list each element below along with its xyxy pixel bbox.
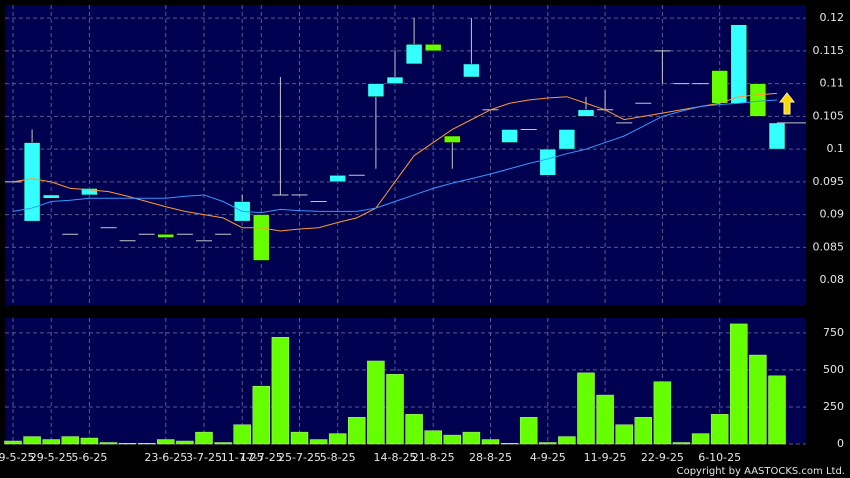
volume-bar — [749, 354, 767, 445]
candle-body — [444, 135, 461, 143]
volume-bar — [462, 431, 481, 445]
volume-bar — [672, 442, 691, 445]
volume-bar — [80, 437, 99, 445]
volume-bar — [653, 381, 672, 445]
candle-body — [711, 70, 728, 104]
y-tick-label: 750 — [823, 326, 844, 339]
volume-bar — [768, 375, 786, 445]
y-tick-label: 0.09 — [820, 208, 845, 221]
volume-bar — [443, 434, 462, 445]
volume-bar — [424, 430, 442, 445]
volume-bar — [214, 442, 232, 445]
candle-body — [367, 83, 385, 97]
volume-bar — [252, 385, 271, 445]
y-tick-label: 0 — [837, 437, 844, 450]
x-tick-label: 11-7-25 — [221, 451, 264, 464]
x-tick-label: 11-9-25 — [584, 451, 627, 464]
x-tick-label: 5-6-25 — [71, 451, 107, 464]
x-tick-label: 14-8-25 — [374, 451, 417, 464]
x-tick-label: 4-9-25 — [530, 451, 566, 464]
candle-body — [730, 24, 748, 104]
y-tick-label: 0.095 — [813, 175, 845, 188]
x-tick-label: 3-7-25 — [186, 451, 222, 464]
y-tick-label: 500 — [823, 363, 844, 376]
x-tick-label: 29-5-25 — [30, 451, 73, 464]
volume-bar — [157, 439, 175, 445]
volume-bar — [558, 436, 576, 445]
volume-bar — [386, 374, 404, 445]
x-tick-label: 22-9-25 — [641, 451, 684, 464]
volume-bar — [328, 433, 347, 445]
x-tick-label: 25-7-25 — [278, 451, 321, 464]
candle-body — [42, 194, 60, 199]
volume-bar — [481, 439, 500, 445]
candle-body — [405, 44, 423, 65]
copyright: Copyright by AASTOCKS.com Ltd. — [677, 466, 845, 477]
candle-body — [558, 129, 576, 150]
moving-average-line — [12, 92, 778, 232]
moving-average-line — [12, 99, 778, 214]
volume-bar — [405, 414, 423, 445]
volume-bar — [634, 417, 653, 445]
y-tick-label: 0.11 — [820, 77, 845, 90]
volume-bar — [577, 372, 595, 445]
x-tick-label: 6-10-25 — [698, 451, 741, 464]
candle-body — [386, 76, 404, 84]
volume-bar — [195, 431, 213, 445]
y-tick-label: 0.115 — [813, 44, 845, 57]
volume-bar — [519, 417, 538, 445]
volume-bar — [290, 431, 309, 445]
candle-body — [749, 83, 767, 117]
volume-bar — [42, 439, 60, 445]
volume-bar — [176, 440, 194, 445]
y-tick-label: 0.1 — [827, 142, 845, 155]
candle-body — [157, 234, 175, 238]
volume-bar — [23, 436, 41, 445]
x-tick-label: 5-8-25 — [320, 451, 356, 464]
candle-body — [539, 148, 557, 176]
y-tick-label: 0.12 — [820, 11, 845, 24]
candle-body — [329, 175, 346, 183]
candle-body — [501, 129, 518, 143]
y-tick-label: 0.085 — [813, 240, 845, 253]
x-tick-label: 23-6-25 — [144, 451, 187, 464]
candle-body — [768, 122, 786, 150]
volume-bar — [367, 360, 385, 445]
volume-bar — [710, 414, 729, 445]
volume-bar — [309, 439, 328, 445]
x-tick-label: 17-7-25 — [240, 451, 283, 464]
volume-bar — [596, 394, 614, 445]
candle-body — [424, 44, 442, 52]
candle-body — [577, 109, 595, 117]
candle-body — [463, 63, 480, 78]
y-tick-label: 0.08 — [820, 273, 845, 286]
x-tick-label: 19-5-25 — [0, 451, 34, 464]
candle-body — [81, 188, 98, 196]
candle-body — [253, 214, 270, 261]
price-panel — [5, 5, 806, 305]
candle-body — [23, 142, 41, 222]
x-tick-label: 28-8-25 — [469, 451, 512, 464]
volume-bar — [348, 417, 366, 445]
y-tick-label: 250 — [823, 400, 844, 413]
volume-bar — [233, 424, 251, 445]
volume-bar — [118, 443, 137, 445]
volume-bar — [271, 337, 290, 445]
y-tick-label: 0.105 — [813, 109, 845, 122]
volume-bar — [730, 323, 748, 445]
volume-bar — [4, 440, 22, 445]
volume-bar — [691, 433, 710, 445]
volume-bar — [99, 442, 118, 445]
volume-bar — [539, 442, 557, 445]
volume-bar — [500, 443, 519, 445]
volume-bar — [61, 436, 80, 445]
volume-bar — [137, 443, 156, 445]
x-tick-label: 21-8-25 — [412, 451, 455, 464]
last-price-arrow — [778, 92, 796, 115]
volume-bar — [615, 424, 633, 445]
